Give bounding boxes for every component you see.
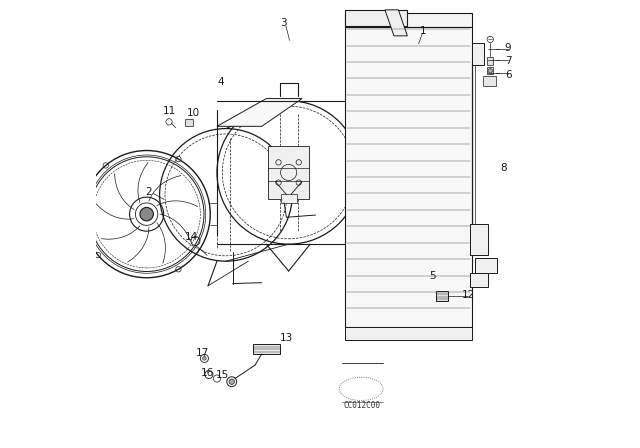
Text: 10: 10 [187, 108, 200, 118]
Text: 4: 4 [217, 77, 224, 86]
Text: 16: 16 [201, 368, 214, 378]
Polygon shape [217, 99, 302, 126]
Bar [269, 146, 309, 199]
Circle shape [203, 357, 206, 360]
Bar [280, 194, 297, 203]
Text: 8: 8 [500, 163, 507, 173]
Bar [436, 291, 448, 301]
Text: 12: 12 [462, 290, 476, 300]
Bar [487, 67, 493, 74]
Ellipse shape [339, 377, 383, 401]
Polygon shape [470, 224, 488, 255]
Bar [483, 76, 496, 86]
Circle shape [229, 379, 234, 384]
Polygon shape [253, 344, 280, 354]
Text: 2: 2 [145, 187, 152, 197]
Text: 11: 11 [163, 106, 176, 116]
Text: CC012C00: CC012C00 [344, 401, 381, 410]
Text: 7: 7 [505, 56, 511, 66]
Text: 9: 9 [505, 43, 511, 53]
Text: 6: 6 [505, 70, 511, 80]
Circle shape [352, 385, 360, 393]
Text: 13: 13 [280, 333, 293, 343]
Bar [487, 57, 493, 65]
Text: 1: 1 [420, 26, 426, 36]
Bar [185, 119, 193, 126]
Circle shape [140, 207, 154, 221]
Polygon shape [345, 27, 472, 327]
Polygon shape [475, 258, 497, 273]
Polygon shape [470, 273, 488, 287]
Text: 5: 5 [429, 271, 435, 280]
Text: 17: 17 [196, 348, 209, 358]
Polygon shape [472, 43, 484, 65]
Polygon shape [345, 10, 408, 26]
Polygon shape [345, 13, 472, 27]
Polygon shape [345, 327, 472, 340]
Text: 14: 14 [185, 232, 198, 241]
Polygon shape [385, 10, 408, 36]
Circle shape [488, 69, 493, 73]
Text: 15: 15 [216, 370, 229, 379]
Text: 3: 3 [280, 18, 287, 28]
